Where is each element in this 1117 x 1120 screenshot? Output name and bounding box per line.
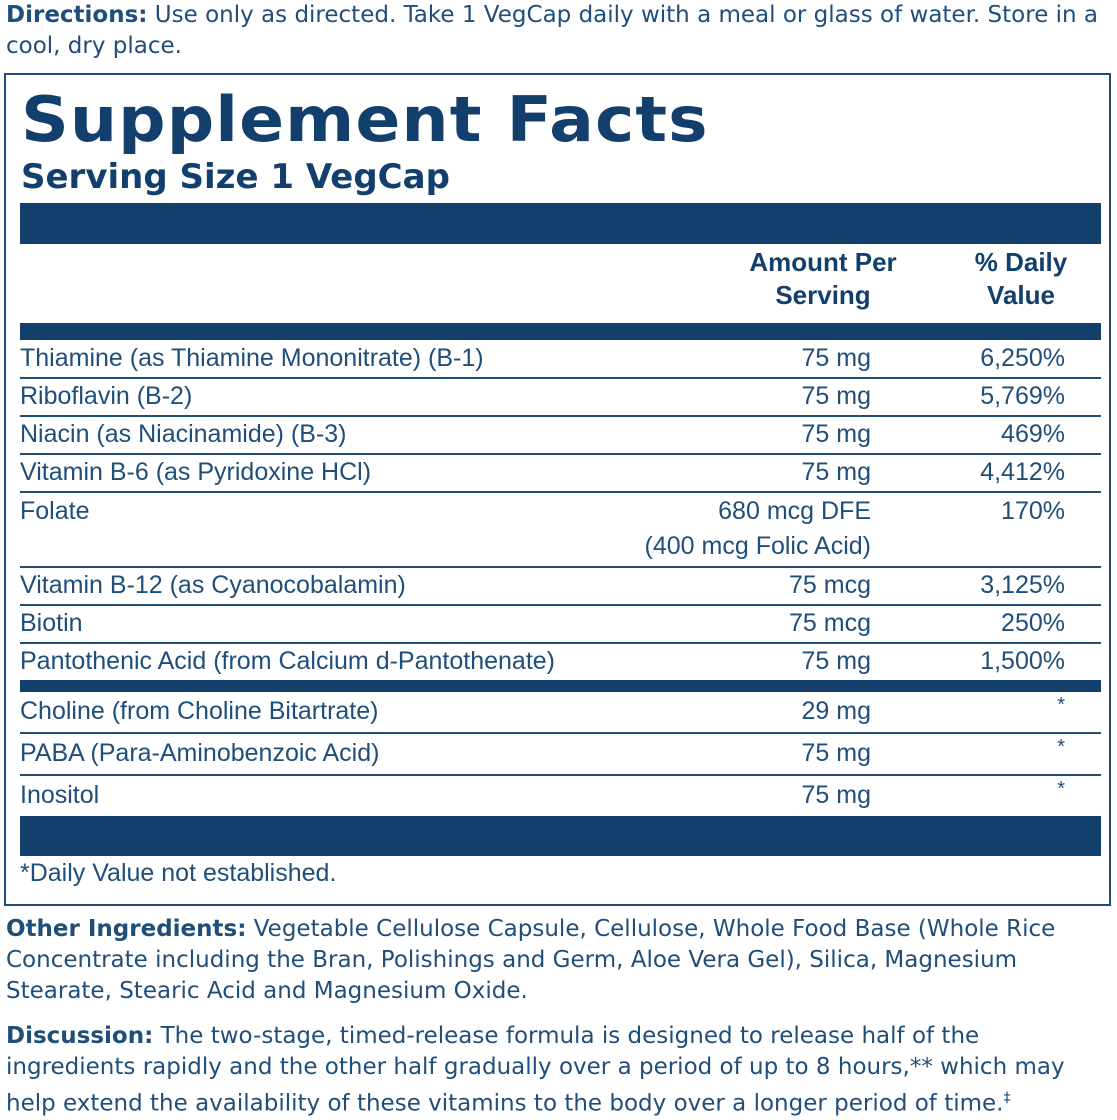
- serving-size: Serving Size 1 VegCap: [21, 157, 450, 197]
- nutrient-name: Choline (from Choline Bitartrate): [20, 697, 379, 725]
- nutrient-amount: 75 mg: [801, 344, 871, 372]
- directions-text: Use only as directed. Take 1 VegCap dail…: [6, 2, 1099, 59]
- row-divider: [20, 642, 1101, 644]
- nutrient-daily-value: *: [1057, 694, 1065, 716]
- row-divider: [20, 604, 1101, 606]
- nutrient-amount: 75 mg: [801, 382, 871, 410]
- nutrient-name: Inositol: [20, 781, 100, 809]
- row-divider: [20, 377, 1101, 379]
- section-bar: [20, 680, 1101, 692]
- table-row: Folate 680 mcg DFE (400 mcg Folic Acid) …: [20, 494, 1101, 564]
- nutrient-amount: 75 mg: [801, 739, 871, 767]
- daily-value-column-header: % Daily Value: [974, 247, 1068, 310]
- table-row: Thiamine (as Thiamine Mononitrate) (B-1)…: [20, 341, 1101, 376]
- nutrient-name: Pantothenic Acid (from Calcium d-Pantoth…: [20, 647, 555, 675]
- nutrient-daily-value: 170%: [1001, 497, 1065, 525]
- header-bar: [20, 203, 1101, 244]
- nutrient-amount: 75 mg: [801, 781, 871, 809]
- nutrient-name: PABA (Para-Aminobenzoic Acid): [20, 739, 380, 767]
- table-row: Biotin 75 mcg 250%: [20, 606, 1101, 641]
- table-row: Pantothenic Acid (from Calcium d-Pantoth…: [20, 644, 1101, 679]
- facts-title: Supplement Facts: [21, 83, 709, 156]
- row-divider: [20, 732, 1101, 734]
- table-row: Niacin (as Niacinamide) (B-3) 75 mg 469%: [20, 417, 1101, 452]
- nutrient-daily-value: 5,769%: [980, 382, 1065, 410]
- discussion-footnote-mark: ‡: [1003, 1090, 1011, 1106]
- table-row: Riboflavin (B-2) 75 mg 5,769%: [20, 379, 1101, 414]
- nutrient-amount: 680 mcg DFE: [718, 497, 871, 525]
- discussion-paragraph: Discussion: The two-stage, timed-release…: [6, 1021, 1110, 1120]
- nutrient-amount: 75 mg: [801, 420, 871, 448]
- row-divider: [20, 491, 1101, 493]
- table-row: Choline (from Choline Bitartrate) 29 mg …: [20, 692, 1101, 730]
- nutrient-daily-value: 469%: [1001, 420, 1065, 448]
- other-ingredients-label: Other Ingredients:: [6, 916, 247, 942]
- nutrient-daily-value: 250%: [1001, 609, 1065, 637]
- discussion-label: Discussion:: [6, 1023, 154, 1049]
- row-divider: [20, 566, 1101, 568]
- directions-label: Directions:: [6, 2, 148, 28]
- column-header-bar: [20, 323, 1101, 340]
- row-divider: [20, 415, 1101, 417]
- other-ingredients-paragraph: Other Ingredients: Vegetable Cellulose C…: [6, 914, 1110, 1007]
- table-row: Inositol 75 mg *: [20, 776, 1101, 814]
- other-ingredients-text: Vegetable Cellulose Capsule, Cellulose, …: [6, 916, 1056, 1004]
- table-row: PABA (Para-Aminobenzoic Acid) 75 mg *: [20, 734, 1101, 772]
- footer-bar: [20, 816, 1101, 856]
- table-row: Vitamin B-12 (as Cyanocobalamin) 75 mcg …: [20, 568, 1101, 603]
- row-divider: [20, 774, 1101, 776]
- nutrient-daily-value: 3,125%: [980, 571, 1065, 599]
- nutrient-name: Vitamin B-6 (as Pyridoxine HCl): [20, 458, 372, 486]
- nutrient-amount-detail: (400 mcg Folic Acid): [644, 532, 871, 560]
- discussion-text: The two-stage, timed-release formula is …: [6, 1023, 1065, 1117]
- row-divider: [20, 453, 1101, 455]
- nutrient-daily-value: 4,412%: [980, 458, 1065, 486]
- nutrient-name: Niacin (as Niacinamide) (B-3): [20, 420, 347, 448]
- nutrient-amount: 75 mg: [801, 647, 871, 675]
- amount-column-header: Amount Per Serving: [749, 247, 897, 310]
- supplement-facts-panel: Supplement Facts Serving Size 1 VegCap A…: [4, 73, 1111, 906]
- nutrient-daily-value: 6,250%: [980, 344, 1065, 372]
- nutrient-daily-value: 1,500%: [980, 647, 1065, 675]
- nutrient-amount: 75 mcg: [789, 609, 871, 637]
- nutrient-name: Riboflavin (B-2): [20, 382, 193, 410]
- nutrient-amount: 29 mg: [801, 697, 871, 725]
- nutrient-daily-value: *: [1057, 736, 1065, 758]
- table-row: Vitamin B-6 (as Pyridoxine HCl) 75 mg 4,…: [20, 455, 1101, 490]
- nutrient-name: Biotin: [20, 609, 83, 637]
- nutrient-name: Folate: [20, 497, 90, 525]
- nutrient-name: Thiamine (as Thiamine Mononitrate) (B-1): [20, 344, 484, 372]
- nutrient-daily-value: *: [1057, 778, 1065, 800]
- daily-value-footnote: *Daily Value not established.: [20, 859, 337, 887]
- nutrient-amount: 75 mg: [801, 458, 871, 486]
- directions-paragraph: Directions: Use only as directed. Take 1…: [6, 0, 1110, 62]
- nutrient-name: Vitamin B-12 (as Cyanocobalamin): [20, 571, 406, 599]
- nutrient-amount: 75 mcg: [789, 571, 871, 599]
